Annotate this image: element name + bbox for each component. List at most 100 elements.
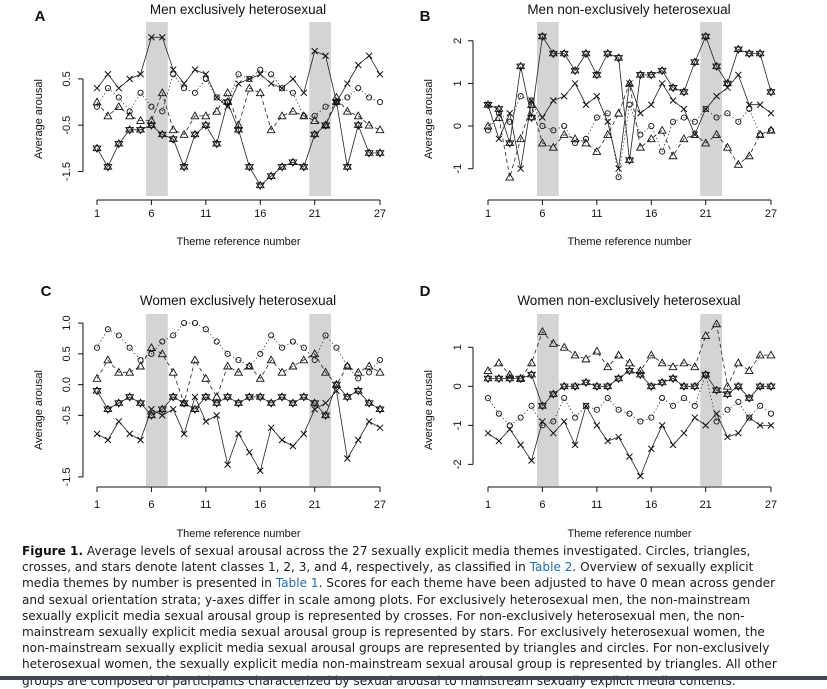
- data-point-star: [353, 120, 363, 130]
- data-point-cross: [669, 97, 677, 104]
- data-point-star: [494, 104, 504, 114]
- data-point-star: [526, 369, 537, 380]
- highlight-band-theme-6: [145, 22, 168, 196]
- data-point-circle: [572, 140, 579, 147]
- series-triangle: [483, 78, 776, 181]
- data-point-cross: [256, 467, 264, 475]
- data-point-triangle: [201, 373, 211, 382]
- data-point-star: [342, 162, 352, 172]
- data-point-star: [92, 143, 102, 153]
- data-point-star: [701, 31, 711, 42]
- data-point-triangle: [266, 355, 276, 364]
- data-point-cross: [571, 80, 579, 87]
- data-point-circle: [322, 103, 329, 110]
- data-point-star: [570, 65, 580, 76]
- data-point-star: [614, 53, 624, 63]
- data-point-triangle: [157, 349, 167, 358]
- data-point-circle: [713, 114, 720, 121]
- data-point-cross: [724, 433, 731, 441]
- data-point-triangle: [722, 142, 733, 151]
- data-point-cross: [343, 80, 351, 87]
- data-point-cross: [148, 33, 155, 41]
- data-point-star: [244, 392, 254, 402]
- data-point-star: [310, 398, 320, 408]
- y-tick-label: -1.5: [61, 162, 73, 181]
- data-point-circle: [213, 94, 220, 101]
- data-point-cross: [235, 80, 242, 87]
- data-point-star: [157, 404, 167, 414]
- series-line-triangle: [96, 347, 381, 405]
- data-point-cross: [126, 75, 134, 83]
- x-tick-label: 1: [94, 208, 100, 220]
- y-tick-label: 1: [452, 344, 464, 350]
- data-point-circle: [746, 414, 753, 421]
- data-point-triangle: [581, 138, 591, 147]
- data-point-circle: [376, 356, 384, 364]
- x-axis-label: Theme reference number: [567, 528, 691, 540]
- data-point-circle: [582, 402, 590, 409]
- data-point-triangle: [299, 355, 309, 364]
- data-point-star: [299, 162, 309, 172]
- caption-text-2: . Overview of sexually explicit media th…: [22, 560, 754, 591]
- data-point-circle: [582, 135, 590, 142]
- table-2-link[interactable]: Table 2: [529, 560, 573, 575]
- data-point-cross: [484, 429, 492, 437]
- data-point-cross: [637, 472, 644, 480]
- data-point-triangle: [353, 111, 363, 120]
- data-point-circle: [93, 344, 101, 351]
- data-point-triangle: [190, 111, 200, 120]
- series-star: [483, 366, 776, 411]
- data-point-circle: [355, 85, 362, 92]
- data-point-star: [711, 385, 722, 395]
- data-point-triangle: [135, 361, 146, 370]
- data-point-cross: [224, 461, 231, 468]
- data-point-cross: [213, 412, 221, 419]
- data-point-star: [277, 162, 287, 172]
- y-tick-label: -1: [452, 164, 464, 174]
- data-point-triangle: [712, 129, 722, 138]
- data-point-cross: [506, 425, 514, 433]
- data-point-cross: [582, 101, 590, 109]
- data-point-triangle: [744, 366, 754, 375]
- data-point-star: [668, 373, 678, 384]
- x-tick-label: 11: [200, 208, 211, 220]
- data-point-circle: [637, 131, 644, 138]
- data-point-cross: [571, 441, 579, 449]
- data-point-cross: [235, 430, 242, 438]
- data-point-triangle: [321, 367, 331, 376]
- panel-title: Men exclusively heterosexual: [150, 2, 326, 17]
- data-point-star: [364, 398, 374, 408]
- data-point-cross: [604, 437, 612, 445]
- data-point-circle: [561, 394, 568, 402]
- data-point-star: [179, 398, 189, 408]
- panel-letter-d: D: [420, 283, 431, 300]
- data-point-cross: [680, 105, 688, 113]
- data-point-star: [755, 381, 765, 391]
- data-point-star: [92, 386, 102, 396]
- data-point-cross: [115, 84, 123, 92]
- data-point-triangle: [657, 125, 667, 134]
- data-point-triangle: [342, 361, 352, 370]
- data-point-circle: [213, 338, 220, 345]
- data-point-cross: [767, 109, 775, 117]
- data-point-star: [679, 381, 689, 391]
- data-point-star: [733, 44, 743, 54]
- x-tick-label: 6: [539, 499, 545, 511]
- data-point-star: [722, 78, 733, 89]
- data-point-triangle: [624, 358, 635, 367]
- data-point-cross: [713, 92, 720, 100]
- y-tick-label: 0.0: [61, 377, 73, 392]
- data-point-cross: [626, 80, 633, 87]
- data-point-star: [212, 398, 222, 408]
- data-point-cross: [137, 436, 144, 444]
- data-point-triangle: [614, 350, 624, 359]
- table-1-link[interactable]: Table 1: [275, 576, 319, 591]
- data-point-circle: [724, 406, 731, 413]
- data-point-star: [320, 410, 331, 421]
- data-point-triangle: [157, 88, 167, 97]
- data-point-circle: [159, 108, 166, 115]
- data-point-star: [201, 392, 211, 402]
- data-point-cross: [376, 424, 384, 432]
- data-point-star: [733, 381, 743, 391]
- data-point-cross: [528, 457, 535, 464]
